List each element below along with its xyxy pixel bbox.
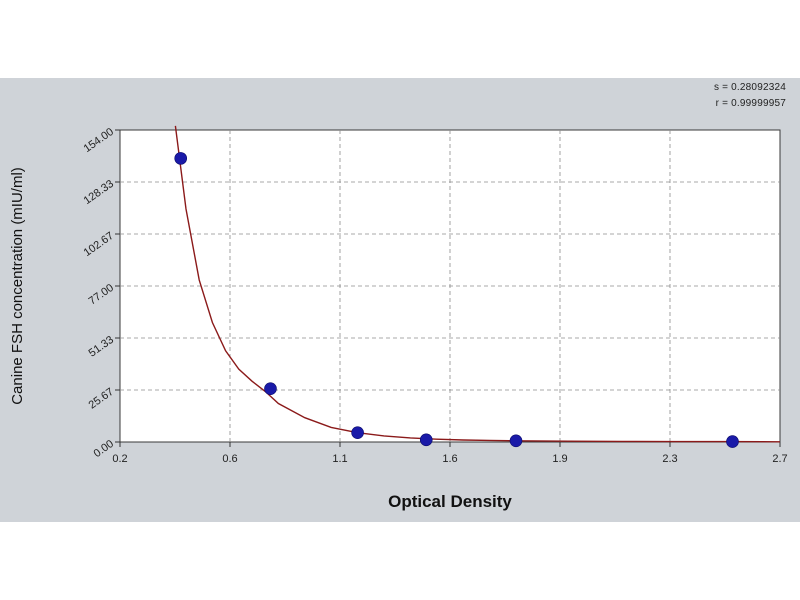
x-tick-label: 1.6 (442, 453, 457, 465)
x-tick-labels: 0.2 0.6 1.1 1.6 1.9 2.3 2.7 (112, 442, 788, 465)
x-tick-label: 1.9 (552, 453, 567, 465)
y-tick-label: 154.00 (82, 126, 116, 155)
x-tick-label: 2.7 (772, 453, 787, 465)
data-point (264, 382, 277, 396)
data-point (509, 434, 523, 448)
x-tick-label: 0.2 (112, 453, 127, 465)
x-tick-label: 0.6 (222, 453, 237, 465)
data-point (174, 152, 188, 165)
grid-lines (120, 130, 780, 442)
data-points (174, 152, 739, 448)
y-tick-label: 51.33 (87, 334, 116, 360)
x-tick-label: 2.3 (662, 453, 677, 465)
stat-s: s = 0.28092324 (713, 82, 786, 93)
y-tick-label: 102.67 (82, 230, 116, 259)
y-tick-label: 77.00 (87, 282, 116, 308)
data-point (351, 426, 364, 439)
data-point (726, 435, 739, 448)
x-axis-label: Optical Density (388, 492, 512, 511)
y-axis-label: Canine FSH concentration (mIU/ml) (9, 167, 26, 405)
stat-r: r = 0.99999957 (715, 98, 786, 109)
fitted-curve (174, 125, 781, 443)
data-point (419, 433, 433, 447)
x-tick-label: 1.1 (332, 453, 347, 465)
y-tick-label: 25.67 (87, 386, 116, 412)
y-tick-label: 128.33 (82, 178, 116, 207)
